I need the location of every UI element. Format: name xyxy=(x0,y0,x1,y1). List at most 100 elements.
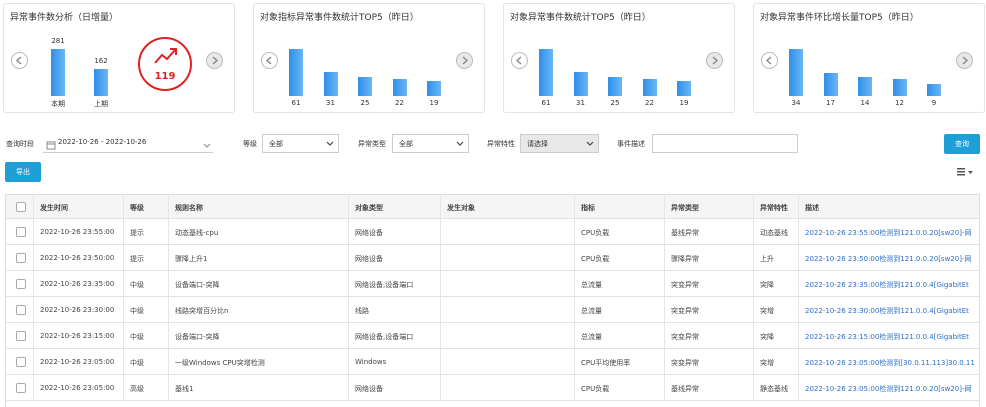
table-cell: 2022-10-26 23:05:00检测到121.0.0.20[sw20]-网 xyxy=(799,375,979,401)
table-cell: 骤降异常 xyxy=(665,245,754,271)
description-link[interactable]: 2022-10-26 23:50:00检测到121.0.0.20[sw20]-网 xyxy=(805,255,972,263)
select-value: 全部 xyxy=(399,140,413,148)
cell-text: 高级 xyxy=(130,385,144,393)
checkbox[interactable] xyxy=(16,227,26,237)
description-link[interactable]: 2022-10-26 23:55:00检测到121.0.0.20[sw20]-网 xyxy=(805,229,972,237)
change-value: 119 xyxy=(154,71,176,82)
cell-text: 骤降异常 xyxy=(671,255,699,263)
cell-text: 突变异常 xyxy=(671,281,699,289)
table-cell: 2022-10-26 23:05:00 xyxy=(34,349,124,375)
table-cell xyxy=(441,297,575,323)
checkbox[interactable] xyxy=(16,202,26,212)
header-cell: 发生对象 xyxy=(441,195,575,219)
panel-title: 对象指标异常事件数统计TOP5（昨日） xyxy=(260,13,419,23)
table-cell: Windows xyxy=(349,349,441,375)
table-cell xyxy=(441,245,575,271)
bar xyxy=(677,81,691,96)
bar xyxy=(892,79,907,96)
header-cell: 描述 xyxy=(799,195,979,219)
table-cell xyxy=(6,271,34,297)
stat-panel: 异常事件数分析（日增量） 281 本期 162 上期 119 xyxy=(3,3,235,113)
checkbox[interactable] xyxy=(16,383,26,393)
cell-text: 线路突增百分比n xyxy=(175,307,229,315)
table-cell: 总流量 xyxy=(575,323,665,349)
checkbox[interactable] xyxy=(16,279,26,289)
header-cell: 指标 xyxy=(575,195,665,219)
description-link[interactable]: 2022-10-26 23:05:00检测到[30.0.11.113]30.0.… xyxy=(805,359,975,367)
checkbox[interactable] xyxy=(16,305,26,315)
bar-value: 22 xyxy=(395,99,404,107)
carousel-next[interactable] xyxy=(956,52,973,69)
table-cell: 中级 xyxy=(124,323,169,349)
checkbox[interactable] xyxy=(16,331,26,341)
carousel-prev[interactable] xyxy=(761,52,778,69)
select[interactable]: 全部 xyxy=(262,134,339,153)
bar xyxy=(789,49,803,96)
bar xyxy=(573,72,588,96)
export-button[interactable]: 导出 xyxy=(5,162,41,182)
cell-text: 动态基线 xyxy=(760,229,788,237)
bar-value: 9 xyxy=(931,99,937,107)
bar-value: 162 xyxy=(94,56,108,65)
table-cell: 一级Windows CPU突增检测 xyxy=(169,349,349,375)
cell-text: 网络设备,设备端口 xyxy=(355,281,414,289)
header-text: 对象类型 xyxy=(355,204,383,212)
table-cell xyxy=(6,245,34,271)
bar xyxy=(392,79,407,96)
stat-panel: 对象异常事件数统计TOP5（昨日） 61 31 25 22 19 xyxy=(503,3,735,113)
table-cell: 总流量 xyxy=(575,297,665,323)
text-input[interactable] xyxy=(652,134,798,153)
stat-panel: 对象指标异常事件数统计TOP5（昨日） 61 31 25 22 19 xyxy=(253,3,485,113)
bar-value: 34 xyxy=(791,99,801,107)
date-range[interactable]: 2022-10-26 - 2022-10-26 xyxy=(43,136,213,153)
table-cell: 突降 xyxy=(754,271,799,297)
carousel-prev[interactable] xyxy=(261,52,278,69)
cell-text: 突降 xyxy=(760,333,774,341)
carousel-prev[interactable] xyxy=(511,52,528,69)
table-cell: 基线异常 xyxy=(665,219,754,245)
header-text: 描述 xyxy=(805,204,819,212)
cell-text: 一级Windows CPU突增检测 xyxy=(175,359,265,367)
carousel-next[interactable] xyxy=(456,52,473,69)
description-link[interactable]: 2022-10-26 23:15:00检测到121.0.0.4[GigabitE… xyxy=(805,333,969,341)
header-cell: 发生时间 xyxy=(34,195,124,219)
select-value: 请选择 xyxy=(527,140,548,148)
header-cell: 异常类型 xyxy=(665,195,754,219)
table-cell: 突变异常 xyxy=(665,271,754,297)
column-toggle[interactable] xyxy=(955,165,975,179)
table-cell: 设备端口-突降 xyxy=(169,271,349,297)
cell-text: 总流量 xyxy=(581,281,602,289)
checkbox[interactable] xyxy=(16,253,26,263)
description-link[interactable]: 2022-10-26 23:35:00检测到121.0.0.4[GigabitE… xyxy=(805,281,969,289)
description-link[interactable]: 2022-10-26 23:05:00检测到121.0.0.20[sw20]-网 xyxy=(805,385,972,393)
table-cell: 2022-10-26 23:35:00检测到121.0.0.4[GigabitE… xyxy=(799,271,979,297)
header-cell: 异常特性 xyxy=(754,195,799,219)
carousel-next[interactable] xyxy=(206,52,223,69)
carousel-prev[interactable] xyxy=(11,52,28,69)
bar-value: 31 xyxy=(576,99,585,107)
bar xyxy=(608,76,622,96)
filter-label: 事件描述 xyxy=(617,140,645,148)
table-cell: 2022-10-26 23:15:00 xyxy=(34,323,124,349)
select[interactable]: 全部 xyxy=(392,134,469,153)
table-cell: 网络设备,设备端口 xyxy=(349,271,441,297)
table-cell: 高级 xyxy=(124,375,169,401)
table-cell: 中级 xyxy=(124,349,169,375)
description-link[interactable]: 2022-10-26 23:30:00检测到121.0.0.4[GigabitE… xyxy=(805,307,969,315)
header-text: 异常类型 xyxy=(671,204,699,212)
cell-text: 总流量 xyxy=(581,307,602,315)
table-cell xyxy=(6,297,34,323)
bar xyxy=(927,83,941,96)
table-cell: 2022-10-26 23:35:00 xyxy=(34,271,124,297)
carousel-next[interactable] xyxy=(706,52,723,69)
query-button[interactable]: 查询 xyxy=(944,134,980,154)
cell-text: 总流量 xyxy=(581,333,602,341)
select[interactable]: 请选择 xyxy=(520,134,599,153)
bar-value: 61 xyxy=(541,99,551,107)
cell-text: 网络设备,设备端口 xyxy=(355,333,414,341)
table-cell: 2022-10-26 23:30:00检测到121.0.0.4[GigabitE… xyxy=(799,297,979,323)
filter-label: 查询时段 xyxy=(6,140,34,148)
cell-text: 突增 xyxy=(760,307,774,315)
checkbox[interactable] xyxy=(16,357,26,367)
table-cell: 2022-10-26 23:55:00 xyxy=(34,219,124,245)
